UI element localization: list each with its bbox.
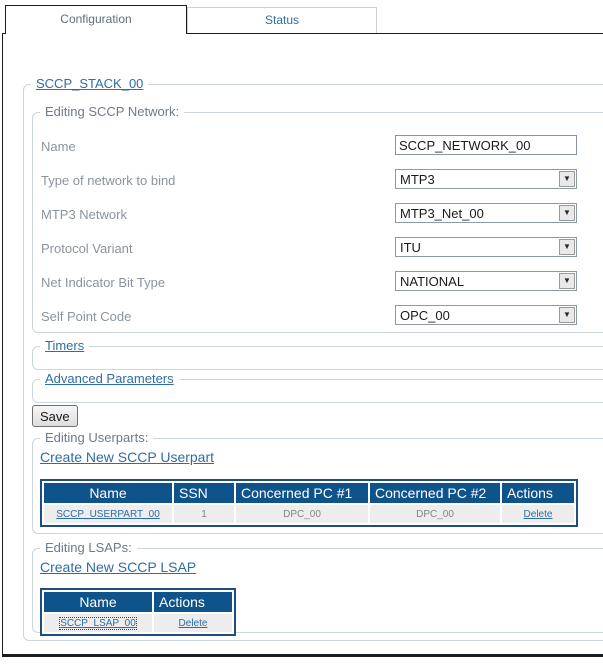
protocol-variant-select-value: ITU bbox=[400, 240, 421, 255]
protocol-variant-select[interactable]: ITU ▼ bbox=[395, 237, 577, 257]
dropdown-arrow-icon[interactable]: ▼ bbox=[559, 307, 575, 323]
dropdown-arrow-icon[interactable]: ▼ bbox=[559, 239, 575, 255]
lsap-name-link[interactable]: SCCP_LSAP_00 bbox=[59, 616, 137, 630]
lsaps-legend: Editing LSAPs: bbox=[40, 540, 137, 555]
name-label: Name bbox=[41, 139, 76, 154]
sccp-stack-link[interactable]: SCCP_STACK_00 bbox=[31, 76, 149, 91]
self-point-code-select[interactable]: OPC_00 ▼ bbox=[395, 305, 577, 325]
lsaps-header-name: Name bbox=[44, 592, 152, 612]
userparts-header-ssn: SSN bbox=[174, 483, 234, 503]
mtp3-network-label: MTP3 Network bbox=[41, 207, 127, 222]
net-indicator-select[interactable]: NATIONAL ▼ bbox=[395, 271, 577, 291]
userparts-table: Name SSN Concerned PC #1 Concerned PC #2… bbox=[40, 479, 578, 527]
userpart-ssn-cell: 1 bbox=[174, 505, 234, 523]
lsaps-table: Name Actions SCCP_LSAP_00 Delete bbox=[40, 588, 236, 636]
table-row: SCCP_USERPART_00 1 DPC_00 DPC_00 Delete bbox=[44, 505, 574, 523]
create-lsap-link[interactable]: Create New SCCP LSAP bbox=[40, 559, 197, 575]
lsaps-header-row: Name Actions bbox=[44, 592, 232, 612]
name-input[interactable] bbox=[395, 135, 577, 155]
form-row-self-point-code: Self Point Code OPC_00 ▼ bbox=[33, 305, 603, 327]
userpart-name-link[interactable]: SCCP_USERPART_00 bbox=[56, 508, 160, 520]
userparts-legend: Editing Userparts: bbox=[40, 430, 154, 445]
sccp-network-legend: Editing SCCP Network: bbox=[40, 104, 185, 119]
form-row-net-indicator: Net Indicator Bit Type NATIONAL ▼ bbox=[33, 271, 603, 293]
network-type-label: Type of network to bind bbox=[41, 173, 176, 188]
tab-configuration[interactable]: Configuration bbox=[5, 5, 187, 34]
userparts-header-name: Name bbox=[44, 483, 172, 503]
network-type-select[interactable]: MTP3 ▼ bbox=[395, 169, 577, 189]
form-row-name: Name bbox=[33, 135, 603, 157]
net-indicator-label: Net Indicator Bit Type bbox=[41, 275, 166, 290]
form-row-mtp3-network: MTP3 Network MTP3_Net_00 ▼ bbox=[33, 203, 603, 225]
userparts-header-row: Name SSN Concerned PC #1 Concerned PC #2… bbox=[44, 483, 574, 503]
configuration-panel: SCCP_STACK_00 Editing SCCP Network: Name… bbox=[2, 33, 603, 657]
delete-userpart-link[interactable]: Delete bbox=[523, 508, 553, 520]
form-row-protocol-variant: Protocol Variant ITU ▼ bbox=[33, 237, 603, 259]
tab-status[interactable]: Status bbox=[187, 7, 377, 33]
form-row-network-type: Type of network to bind MTP3 ▼ bbox=[33, 169, 603, 191]
sccp-network-fieldset: Editing SCCP Network: Name Type of netwo… bbox=[32, 104, 603, 333]
mtp3-network-select-value: MTP3_Net_00 bbox=[400, 206, 484, 221]
create-userpart-link[interactable]: Create New SCCP Userpart bbox=[40, 449, 215, 465]
self-point-code-label: Self Point Code bbox=[41, 309, 132, 324]
dropdown-arrow-icon[interactable]: ▼ bbox=[559, 171, 575, 187]
userpart-pc1-cell: DPC_00 bbox=[236, 505, 368, 523]
userpart-name-cell: SCCP_USERPART_00 bbox=[44, 505, 172, 523]
userparts-fieldset: Editing Userparts: Create New SCCP Userp… bbox=[32, 430, 603, 534]
network-type-select-value: MTP3 bbox=[400, 172, 435, 187]
net-indicator-select-value: NATIONAL bbox=[400, 274, 465, 289]
lsap-name-cell: SCCP_LSAP_00 bbox=[44, 614, 152, 632]
self-point-code-select-value: OPC_00 bbox=[400, 308, 450, 323]
advanced-parameters-fieldset: Advanced Parameters bbox=[32, 371, 603, 403]
save-button[interactable]: Save bbox=[32, 405, 78, 427]
userparts-header-pc2: Concerned PC #2 bbox=[370, 483, 500, 503]
timers-fieldset: Timers bbox=[32, 338, 603, 370]
advanced-parameters-link[interactable]: Advanced Parameters bbox=[40, 371, 179, 386]
sccp-stack-fieldset: SCCP_STACK_00 Editing SCCP Network: Name… bbox=[23, 76, 603, 641]
protocol-variant-label: Protocol Variant bbox=[41, 241, 133, 256]
lsaps-fieldset: Editing LSAPs: Create New SCCP LSAP Name… bbox=[32, 540, 603, 636]
userpart-actions-cell: Delete bbox=[502, 505, 574, 523]
lsaps-header-actions: Actions bbox=[154, 592, 232, 612]
userpart-pc2-cell: DPC_00 bbox=[370, 505, 500, 523]
mtp3-network-select[interactable]: MTP3_Net_00 ▼ bbox=[395, 203, 577, 223]
userparts-header-actions: Actions bbox=[502, 483, 574, 503]
userparts-header-pc1: Concerned PC #1 bbox=[236, 483, 368, 503]
dropdown-arrow-icon[interactable]: ▼ bbox=[559, 205, 575, 221]
lsap-actions-cell: Delete bbox=[154, 614, 232, 632]
delete-lsap-link[interactable]: Delete bbox=[178, 617, 208, 629]
timers-link[interactable]: Timers bbox=[40, 338, 90, 353]
table-row: SCCP_LSAP_00 Delete bbox=[44, 614, 232, 632]
dropdown-arrow-icon[interactable]: ▼ bbox=[559, 273, 575, 289]
